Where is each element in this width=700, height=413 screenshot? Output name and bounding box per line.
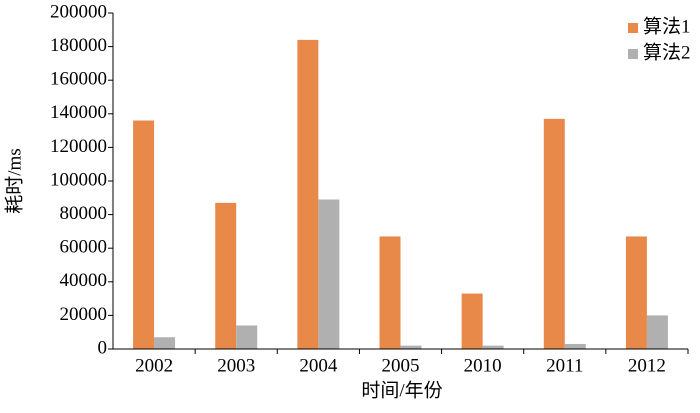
bar [461, 293, 483, 349]
bar [564, 343, 586, 349]
bar [215, 202, 237, 349]
legend-swatch [628, 23, 638, 33]
bar [236, 325, 258, 349]
bar [297, 39, 319, 349]
x-tick-label: 2002 [135, 355, 173, 376]
x-tick-label: 2005 [382, 355, 420, 376]
y-axis-label: 耗时/ms [3, 148, 25, 213]
y-tick-label: 200000 [50, 1, 107, 22]
x-tick-label: 2010 [464, 355, 502, 376]
legend-swatch [628, 49, 638, 59]
bar [400, 345, 422, 349]
x-tick-label: 2012 [628, 355, 666, 376]
x-tick-label: 2003 [217, 355, 255, 376]
legend-label: 算法2 [643, 41, 691, 63]
bar [482, 345, 504, 349]
bar [133, 120, 155, 350]
y-tick-label: 40000 [60, 270, 108, 291]
bar [154, 337, 176, 349]
x-tick-label: 2004 [299, 355, 338, 376]
bar [625, 236, 647, 349]
x-axis-label: 时间/年份 [361, 379, 442, 401]
y-tick-label: 100000 [50, 169, 107, 190]
legend-label: 算法1 [643, 15, 691, 37]
y-tick-label: 80000 [60, 203, 108, 224]
bar [543, 118, 565, 349]
bar [379, 236, 401, 349]
bar [646, 315, 668, 349]
bar [318, 199, 340, 349]
y-tick-label: 140000 [50, 102, 107, 123]
y-tick-label: 160000 [50, 69, 107, 90]
y-tick-label: 180000 [50, 35, 107, 56]
y-tick-label: 60000 [60, 237, 108, 258]
x-tick-label: 2011 [546, 355, 583, 376]
y-tick-label: 0 [98, 337, 108, 358]
y-tick-label: 120000 [50, 136, 107, 157]
y-tick-label: 20000 [60, 304, 108, 325]
